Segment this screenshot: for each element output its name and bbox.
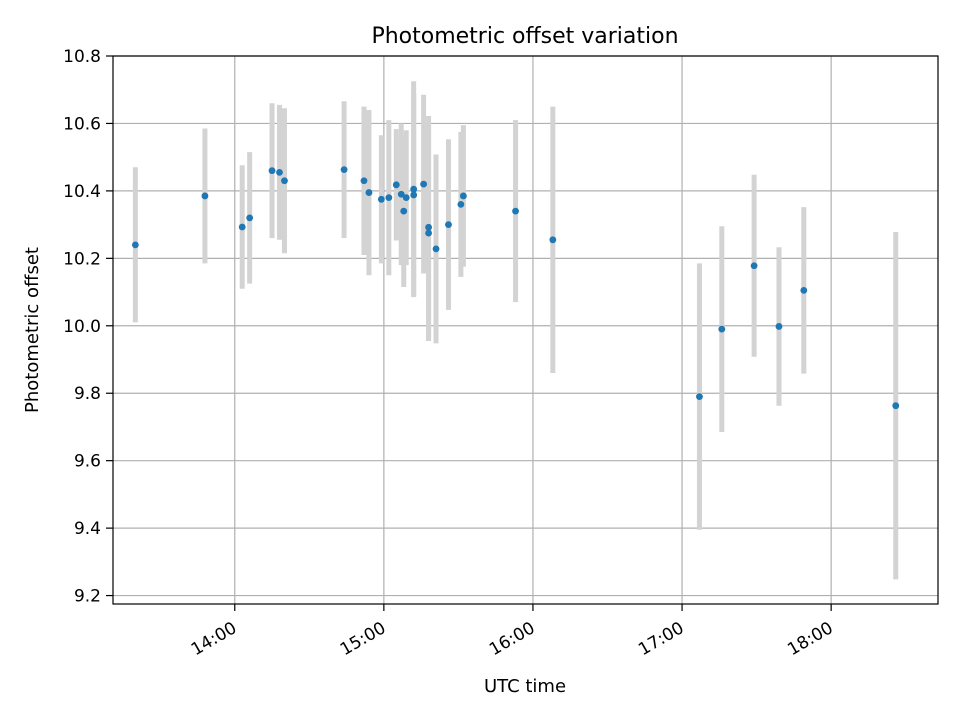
- data-point: [268, 167, 276, 175]
- data-point: [750, 262, 758, 270]
- data-point: [281, 177, 288, 185]
- data-point: [238, 223, 246, 231]
- data-point: [549, 236, 557, 244]
- data-point: [445, 221, 452, 229]
- y-tick-label: 9.2: [74, 587, 101, 607]
- data-points: [131, 166, 900, 410]
- data-point: [420, 180, 428, 188]
- data-point: [459, 192, 467, 200]
- y-tick-label: 10.0: [63, 317, 101, 337]
- data-point: [432, 245, 440, 253]
- y-axis-ticks: 9.2 9.4 9.6 9.8 10.0 10.2 10.4 10.6 10.8: [63, 47, 113, 607]
- data-point: [131, 241, 139, 249]
- data-point: [276, 168, 283, 176]
- data-point: [365, 189, 373, 196]
- data-point: [512, 207, 519, 215]
- data-point: [397, 190, 405, 198]
- x-axis-label: UTC time: [484, 676, 566, 697]
- data-point: [892, 402, 900, 410]
- plot-frame: [112, 55, 939, 605]
- data-point: [775, 323, 783, 330]
- data-point: [718, 325, 726, 333]
- y-axis-label: Photometric offset: [22, 247, 43, 413]
- data-point: [201, 192, 209, 200]
- data-point: [800, 286, 808, 294]
- data-point: [400, 207, 408, 215]
- y-tick-label: 10.2: [63, 249, 101, 269]
- data-point: [340, 166, 348, 174]
- y-tick-label: 9.4: [74, 519, 101, 539]
- data-point: [377, 195, 385, 203]
- y-tick-label: 9.6: [74, 452, 101, 472]
- chart-title: Photometric offset variation: [371, 24, 678, 49]
- data-point: [410, 191, 418, 199]
- data-point: [457, 200, 465, 208]
- data-point: [425, 223, 432, 231]
- y-tick-label: 10.4: [63, 182, 101, 202]
- data-point: [360, 177, 368, 185]
- data-point: [410, 185, 418, 193]
- data-point: [385, 194, 393, 202]
- data-point: [425, 229, 432, 237]
- data-point: [402, 194, 410, 202]
- y-tick-label: 10.8: [63, 47, 101, 67]
- data-point: [392, 181, 400, 189]
- y-tick-label: 9.8: [74, 384, 101, 404]
- data-point: [246, 214, 254, 222]
- data-point: [696, 393, 703, 401]
- y-tick-label: 10.6: [63, 114, 101, 134]
